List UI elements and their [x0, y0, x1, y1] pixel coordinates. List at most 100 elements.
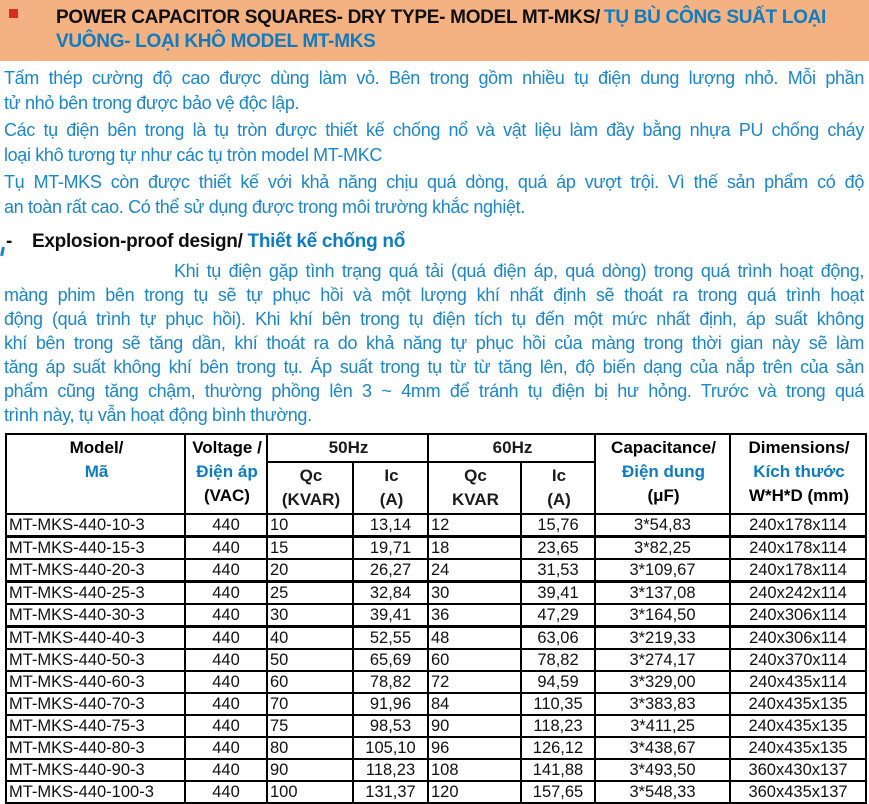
col-header-ic-60hz: Ic (A) [520, 461, 596, 515]
section-title-vi: Thiết kế chống nổ [247, 231, 406, 252]
table-cell: 157,65 [520, 780, 596, 804]
table-cell: 60 [266, 670, 354, 694]
spec-table: Model/ Mã Voltage / Điện áp (VAC) 50Hz 6… [5, 433, 867, 804]
title-banner: POWER CAPACITOR SQUARES- DRY TYPE- MODEL… [0, 0, 869, 61]
intro-paragraphs: Tấm thép cường độ cao được dùng làm vỏ. … [4, 66, 864, 220]
table-cell: MT-MKS-440-15-3 [5, 535, 186, 560]
table-cell: 110,35 [520, 692, 596, 716]
header-qc60-unit: KVAR [452, 490, 499, 509]
table-cell: 32,84 [352, 580, 429, 605]
table-cell: 19,71 [352, 535, 429, 560]
text-line: Tụ MT-MKS còn được thiết kế với khả năng… [4, 172, 864, 192]
table-row: MT-MKS-440-10-3 440 10 13,14 12 15,76 3*54,83 2… [5, 513, 867, 538]
header-ic50-unit: (A) [379, 490, 404, 509]
table-cell: 13,14 [352, 513, 429, 538]
table-cell: 20 [266, 558, 354, 583]
header-dimensions-vi: Kích thước [753, 462, 845, 481]
text-line: trình này, tụ vẫn hoạt động bình thường. [4, 405, 312, 425]
table-cell: 75 [266, 714, 354, 738]
header-capacitance-vi: Điện dung [621, 462, 706, 481]
table-cell: 3*82,25 [594, 535, 731, 560]
table-cell: 440 [184, 780, 268, 804]
text-line: Các tụ điện bên trong là tụ tròn được th… [4, 120, 864, 140]
table-cell: 440 [184, 603, 268, 628]
col-header-qc-50hz: Qc (KVAR) [266, 461, 354, 515]
header-dimensions-unit: W*H*D (mm) [748, 486, 850, 505]
table-cell: 240x435x114 [729, 670, 867, 694]
table-cell: 47,29 [520, 603, 596, 628]
table-cell: 240x306x114 [729, 625, 867, 650]
table-cell: 240x370x114 [729, 648, 867, 672]
table-cell: 50 [266, 648, 354, 672]
table-cell: MT-MKS-440-25-3 [5, 580, 186, 605]
table-cell: 240x435x135 [729, 692, 867, 716]
col-header-ic-50hz: Ic (A) [352, 461, 429, 515]
table-cell: 90 [266, 758, 354, 782]
table-cell: 78,82 [352, 670, 429, 694]
table-cell: 26,27 [352, 558, 429, 583]
table-cell: 120 [427, 780, 522, 804]
text-line: tử nhỏ bên trong được bảo vệ độc lập. [4, 93, 300, 113]
table-row: MT-MKS-440-60-3 440 60 78,82 72 94,59 3*329,00… [5, 670, 867, 694]
header-model-vi: Mã [84, 462, 109, 481]
table-cell: MT-MKS-440-10-3 [5, 513, 186, 538]
table-cell: 3*411,25 [594, 714, 731, 738]
table-cell: 440 [184, 714, 268, 738]
table-cell: MT-MKS-440-40-3 [5, 625, 186, 650]
table-cell: 78,82 [520, 648, 596, 672]
table-cell: 440 [184, 736, 268, 760]
table-cell: 440 [184, 670, 268, 694]
list-dash: - [6, 231, 13, 252]
table-cell: 240x435x135 [729, 714, 867, 738]
table-cell: 118,23 [352, 758, 429, 782]
table-row: MT-MKS-440-90-3 440 90 118,23 108 141,88 3*493… [5, 758, 867, 782]
header-ic60-label: Ic [551, 466, 567, 485]
text-line: tăng áp suất không khí bên trong tụ. Áp … [4, 357, 864, 377]
table-cell: 240x178x114 [729, 558, 867, 583]
paragraph: Tấm thép cường độ cao được dùng làm vỏ. … [4, 66, 864, 116]
section-title-en: Explosion-proof design/ [32, 231, 243, 252]
table-cell: 39,41 [352, 603, 429, 628]
text-line: động (quá trình tự phục hồi). Khi khí bê… [4, 309, 864, 329]
col-header-voltage: Voltage / Điện áp (VAC) [184, 433, 268, 515]
table-cell: MT-MKS-440-75-3 [5, 714, 186, 738]
table-row: MT-MKS-440-75-3 440 75 98,53 90 118,23 3*411,2… [5, 714, 867, 738]
table-cell: 31,53 [520, 558, 596, 583]
col-header-dimensions: Dimensions/ Kích thước W*H*D (mm) [729, 433, 867, 515]
table-cell: MT-MKS-440-100-3 [5, 780, 186, 804]
header-ic50-label: Ic [384, 466, 399, 485]
table-cell: 3*109,67 [594, 558, 731, 583]
table-row: MT-MKS-440-80-3 440 80 105,10 96 126,12 3*438,… [5, 736, 867, 760]
table-row: MT-MKS-440-50-3 440 50 65,69 60 78,82 3*274,17… [5, 648, 867, 672]
header-qc60-label: Qc [464, 466, 487, 485]
header-capacitance-unit: (μF) [647, 486, 680, 505]
text-line: màng phim bên trong tụ sẽ tự phục hồi và… [4, 285, 864, 305]
table-cell: 70 [266, 692, 354, 716]
table-cell: 48 [427, 625, 522, 650]
table-cell: 240x435x135 [729, 736, 867, 760]
table-cell: 440 [184, 580, 268, 605]
table-cell: 3*438,67 [594, 736, 731, 760]
table-cell: 52,55 [352, 625, 429, 650]
col-header-60hz: 60Hz [427, 433, 596, 463]
text-line: phẩm cũng tăng chậm, thường phồng lên 3 … [4, 381, 864, 401]
header-model-en: Model/ [69, 438, 124, 457]
table-cell: 141,88 [520, 758, 596, 782]
header-capacitance-en: Capacitance/ [611, 438, 716, 457]
table-cell: MT-MKS-440-50-3 [5, 648, 186, 672]
table-cell: 91,96 [352, 692, 429, 716]
table-cell: 24 [427, 558, 522, 583]
text-line: Khi tụ điện gặp tình trạng quá tải (quá … [174, 261, 864, 281]
header-voltage-en: Voltage / [192, 438, 262, 457]
table-cell: 131,37 [352, 780, 429, 804]
table-cell: 30 [427, 580, 522, 605]
table-cell: MT-MKS-440-80-3 [5, 736, 186, 760]
page-title-en: POWER CAPACITOR SQUARES- DRY TYPE- MODEL… [56, 7, 601, 28]
header-qc50-label: Qc [299, 466, 323, 485]
table-cell: 3*164,50 [594, 603, 731, 628]
table-cell: 440 [184, 513, 268, 538]
table-cell: 39,41 [520, 580, 596, 605]
col-header-50hz: 50Hz [266, 433, 429, 463]
table-cell: 240x178x114 [729, 513, 867, 538]
